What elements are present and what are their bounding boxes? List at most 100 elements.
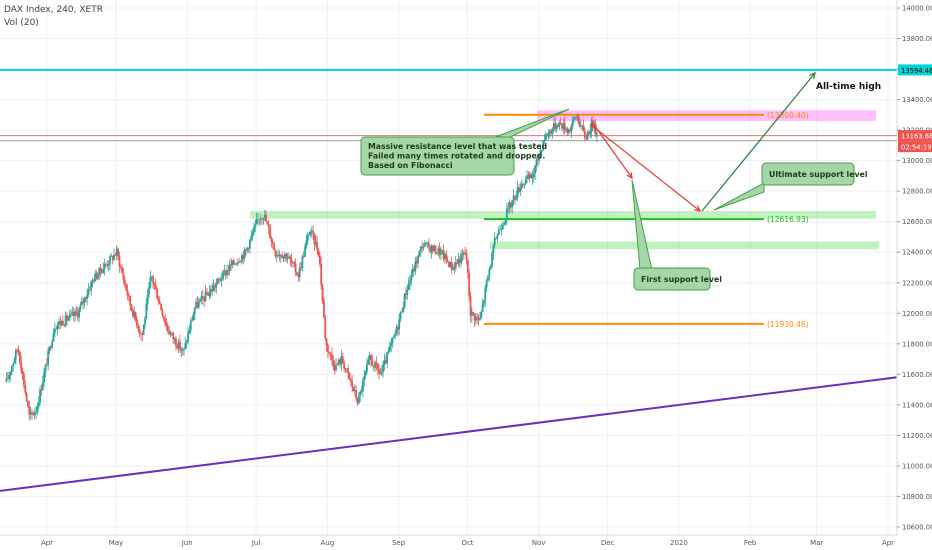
candle <box>437 245 440 257</box>
candle-body <box>134 311 137 320</box>
candle <box>140 332 142 341</box>
candle <box>49 345 52 351</box>
candle <box>475 312 477 326</box>
candle-body <box>204 291 207 301</box>
trendline[interactable] <box>0 376 898 492</box>
candle <box>17 344 20 357</box>
candle-body <box>546 134 549 137</box>
candle-body <box>271 241 274 244</box>
callout-ultimate-support[interactable]: Ultimate support level <box>713 162 868 211</box>
candle <box>466 259 469 279</box>
candle-body <box>583 130 586 138</box>
candle <box>74 307 76 323</box>
candle <box>376 362 379 376</box>
candle <box>332 355 335 371</box>
candle-body <box>528 174 531 179</box>
candle-body <box>185 342 188 343</box>
candle <box>418 250 421 258</box>
projection-arrow-down-2-head <box>694 205 702 212</box>
candle <box>255 213 258 225</box>
candle <box>553 117 555 132</box>
zone-1 <box>250 211 876 219</box>
candle-body <box>106 264 109 266</box>
candle-body <box>489 265 492 270</box>
time-axis[interactable]: Apr May Jun Jul Aug Sep Oct Nov Dec 2020 Feb Mar Apr <box>0 534 897 547</box>
candle-body <box>105 264 107 266</box>
candle-body <box>386 352 389 364</box>
candle <box>337 358 340 367</box>
candle-body <box>405 293 407 295</box>
candle <box>405 287 407 300</box>
candle <box>273 242 276 251</box>
candle-body <box>157 298 160 302</box>
candle <box>438 242 441 259</box>
candle-body <box>9 372 12 375</box>
candle-body <box>63 324 66 326</box>
price-axis[interactable]: 10600.00 10800.00 11000.00 11200.00 11400.00… <box>896 0 932 550</box>
candle-body <box>370 355 372 361</box>
candle-body <box>107 264 110 266</box>
projection-arrow-up[interactable] <box>701 72 816 212</box>
candle-body <box>419 246 422 251</box>
time-tick-label: Mar <box>810 539 823 547</box>
candle <box>410 270 413 286</box>
candle <box>341 353 344 364</box>
candle <box>317 248 320 257</box>
price-tick-label: 11400.00 <box>902 401 932 409</box>
candle <box>426 241 429 249</box>
candle <box>401 307 403 313</box>
candle-body <box>126 290 129 296</box>
candle <box>122 267 125 285</box>
candle <box>554 116 557 132</box>
candle <box>479 311 481 321</box>
candle-body <box>497 230 500 235</box>
candle <box>384 355 387 364</box>
candle <box>253 222 255 236</box>
candle-body <box>569 129 571 132</box>
candle <box>244 248 247 257</box>
candle <box>395 324 398 336</box>
callout-first-support[interactable]: First support level <box>631 179 722 291</box>
candle <box>574 116 577 121</box>
candle-body <box>407 283 410 290</box>
candle <box>320 257 323 290</box>
candle <box>41 375 44 391</box>
candle <box>333 360 336 375</box>
candle <box>160 303 163 311</box>
candle-body <box>343 362 345 369</box>
candle-body <box>274 250 277 257</box>
candle <box>228 259 231 276</box>
candle-body <box>36 406 39 413</box>
candle <box>296 271 298 276</box>
candle-body <box>239 261 242 263</box>
candle <box>164 313 167 327</box>
candle-body <box>88 289 91 291</box>
candle-body <box>137 326 140 330</box>
candle <box>505 202 508 226</box>
candle <box>483 299 485 308</box>
candle-body <box>571 119 574 126</box>
candle-body <box>409 280 411 284</box>
candle <box>306 232 309 245</box>
projection-arrow-down-2[interactable] <box>589 123 701 212</box>
candle-body <box>265 214 267 222</box>
candle <box>387 346 390 355</box>
candle <box>180 346 183 358</box>
candle-body <box>17 349 20 353</box>
candle <box>569 127 571 134</box>
candle <box>111 255 114 265</box>
callout-resistance[interactable]: Massive resistance level that was tested… <box>360 108 570 176</box>
candle-body <box>212 285 215 292</box>
candle <box>383 353 386 371</box>
candle-body <box>335 364 337 371</box>
candle-body <box>440 250 442 255</box>
price-tick-label: 10800.00 <box>902 493 932 501</box>
candle <box>313 232 316 252</box>
candle <box>340 350 343 371</box>
candle <box>240 253 243 265</box>
candle-body <box>348 372 351 379</box>
candle-body <box>150 276 153 278</box>
projection-arrow-up-head <box>809 71 816 79</box>
projection-arrows <box>589 71 816 212</box>
